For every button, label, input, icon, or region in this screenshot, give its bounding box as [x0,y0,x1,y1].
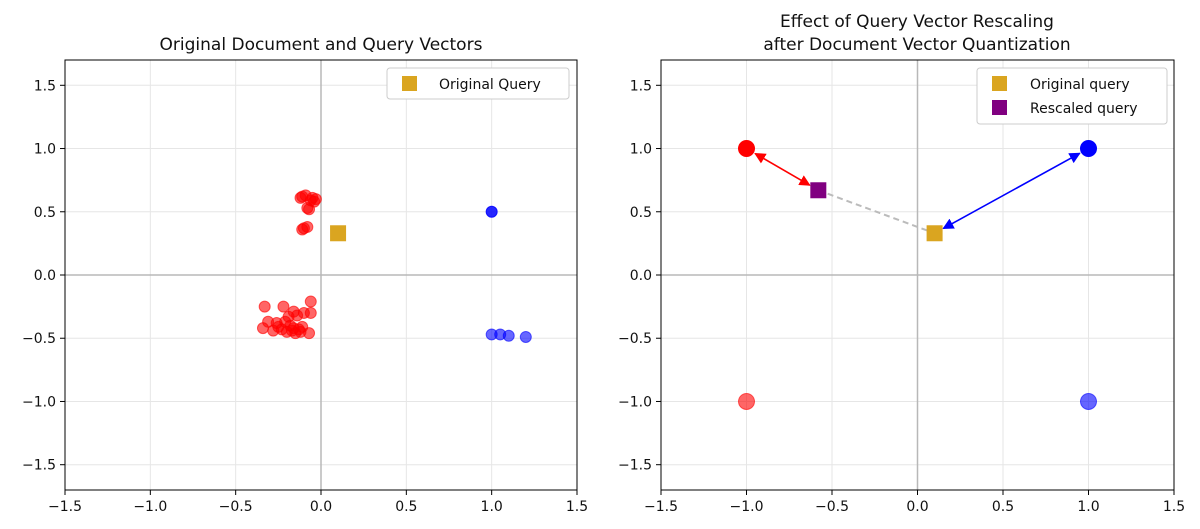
right-legend-box [976,67,1168,125]
x-tick-label: 0.0 [310,499,332,515]
red-doc-upper-point [301,201,314,214]
left-legend: Original Query [386,67,570,100]
x-tick-label: 0.5 [992,499,1014,515]
x-tick-label: 0.0 [906,499,928,515]
y-tick-label: 0.0 [630,268,652,284]
x-tick-label: −1.0 [730,499,764,515]
red-doc-upper-point [294,191,307,204]
y-tick-label: −1.0 [618,394,652,410]
x-tick-label: −1.0 [133,499,167,515]
x-tick-label: −0.5 [815,499,849,515]
y-tick-label: −1.0 [22,394,56,410]
right-legend: Original query Rescaled query [976,67,1168,125]
rescaled-query-marker [810,182,827,199]
red-doc-lower-point [304,295,317,308]
plot-frame [64,59,578,491]
x-tick-label: −0.5 [219,499,253,515]
x-tick-label: −1.5 [48,499,82,515]
original-query-marker [926,225,943,242]
left-chart-title: Original Document and Query Vectors [160,35,483,55]
y-tick-label: −1.5 [22,458,56,474]
query-marker [330,225,347,242]
red-quantized-point [738,140,755,158]
y-tick-label: 0.0 [34,268,56,284]
x-tick-label: 1.5 [566,499,588,515]
legend-swatch-original-query [402,76,417,91]
red-doc-lower-point [291,309,304,322]
y-tick-label: 1.0 [34,142,56,158]
arrow-double-headed [942,152,1081,230]
legend-swatch-original-query [992,76,1007,91]
left-legend-box [386,67,570,100]
legend-label-rescaled-query: Rescaled query [1030,101,1138,117]
red-doc-lower-point [272,320,285,333]
right-chart: Effect of Query Vector Rescaling after D… [618,12,1185,515]
y-tick-label: 1.0 [630,142,652,158]
plot-frame [660,59,1175,491]
x-tick-label: 0.5 [395,499,417,515]
y-tick-label: 1.5 [34,78,56,94]
x-tick-label: −1.5 [644,499,678,515]
blue-quantized-point [1080,392,1097,410]
legend-label-original-query: Original query [1030,77,1130,93]
red-doc-lower-point [304,306,317,319]
right-chart-subtitle: after Document Vector Quantization [763,35,1070,55]
y-tick-label: 0.5 [630,205,652,221]
red-doc-upper-point [296,223,309,236]
blue-quantized-point [1080,140,1097,158]
x-tick-label: 1.5 [1163,499,1185,515]
y-tick-label: −0.5 [618,331,652,347]
legend-swatch-rescaled-query [992,100,1007,115]
x-tick-label: 1.0 [481,499,503,515]
y-tick-label: 0.5 [34,205,56,221]
blue-doc-point [519,330,532,343]
red-doc-lower-point [277,300,290,313]
red-doc-lower-point [287,322,300,335]
legend-label-original-query: Original Query [439,77,541,93]
blue-doc-point [502,329,515,342]
y-tick-label: −0.5 [22,331,56,347]
x-tick-label: 1.0 [1077,499,1099,515]
red-doc-upper-point [306,191,319,204]
right-chart-title: Effect of Query Vector Rescaling [780,12,1054,32]
blue-doc-point [485,205,498,218]
left-chart: Original Document and Query Vectors −1.5… [22,35,588,515]
arrow-dashed-connector [817,189,935,235]
red-doc-lower-point [258,300,271,313]
red-quantized-point [738,392,755,410]
y-tick-label: 1.5 [630,78,652,94]
y-tick-label: −1.5 [618,458,652,474]
arrow-double-headed [754,152,811,186]
red-doc-lower-point [256,322,269,335]
